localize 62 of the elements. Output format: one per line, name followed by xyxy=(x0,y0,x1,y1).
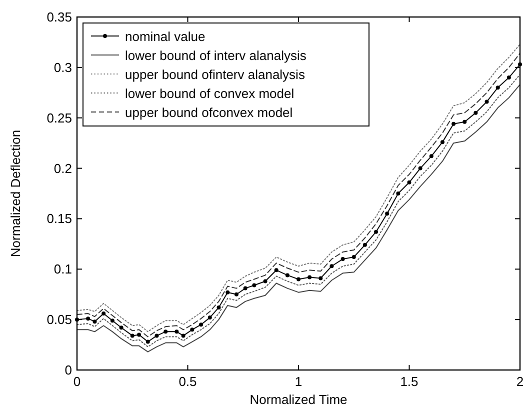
point xyxy=(154,334,159,338)
y-tick-label: 0.05 xyxy=(46,312,72,328)
point xyxy=(130,334,134,338)
legend-label: upper bound ofconvex model xyxy=(125,105,293,120)
point xyxy=(119,326,124,330)
point xyxy=(216,305,221,310)
point xyxy=(308,275,312,280)
x-tick-label: 0.5 xyxy=(178,374,197,389)
y-tick-label: 0.15 xyxy=(46,211,72,226)
point xyxy=(102,312,106,316)
point xyxy=(352,255,356,260)
point xyxy=(374,230,378,234)
x-tick-label: 2 xyxy=(516,374,524,389)
legend-label: lower bound of convex model xyxy=(125,86,294,101)
point xyxy=(285,273,290,278)
point xyxy=(234,292,238,296)
legend-label: nominal value xyxy=(125,29,206,44)
point xyxy=(340,257,345,262)
point xyxy=(190,328,194,332)
point xyxy=(407,180,412,184)
point xyxy=(226,290,230,294)
point xyxy=(429,154,434,158)
point xyxy=(274,268,278,272)
y-tick-label: 0.25 xyxy=(46,110,72,126)
point xyxy=(462,120,467,124)
point xyxy=(92,320,97,324)
point xyxy=(208,316,212,320)
y-tick-label: 0.3 xyxy=(54,60,72,75)
point xyxy=(396,192,400,196)
point xyxy=(263,279,268,284)
point xyxy=(440,140,444,144)
point xyxy=(146,340,150,344)
point xyxy=(199,322,204,327)
point xyxy=(252,283,256,288)
legend-label: lower bound of interv alanalysis xyxy=(125,48,307,63)
y-tick-label: 0.35 xyxy=(46,10,72,24)
point xyxy=(385,212,390,216)
point xyxy=(474,110,478,115)
point xyxy=(137,332,142,337)
point xyxy=(496,86,500,90)
point xyxy=(330,264,334,268)
point xyxy=(243,286,248,290)
y-tick-label: 0.1 xyxy=(54,262,72,277)
legend-label: upper bound ofinterv alanalysis xyxy=(125,67,306,82)
point xyxy=(174,330,179,334)
point xyxy=(418,166,422,170)
x-tick-label: 1.5 xyxy=(400,374,418,389)
point xyxy=(362,242,367,247)
point xyxy=(181,334,186,338)
point xyxy=(318,276,323,280)
point xyxy=(110,318,114,323)
x-axis-title: Normalized Time xyxy=(250,392,348,407)
y-tick-label: 0.2 xyxy=(54,160,72,176)
point xyxy=(452,122,456,126)
y-axis-title: Normalized Deflection xyxy=(8,130,23,258)
point xyxy=(506,76,511,80)
point xyxy=(164,330,168,334)
y-tick-label: 0 xyxy=(64,362,72,378)
point xyxy=(296,277,300,282)
point xyxy=(484,100,489,104)
x-tick-label: 1 xyxy=(294,374,302,389)
point xyxy=(86,316,90,321)
